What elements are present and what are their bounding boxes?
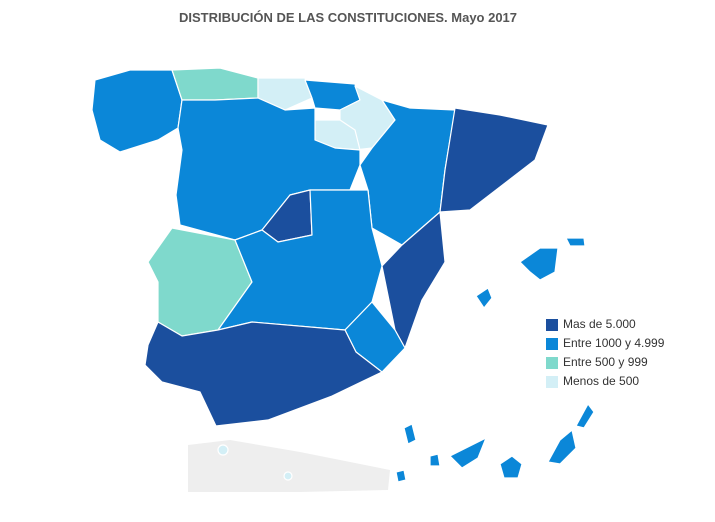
region: [403, 423, 417, 445]
region: [91, 69, 183, 153]
legend-swatch: [546, 319, 558, 331]
region: [439, 107, 549, 213]
legend-label: Entre 500 y 999: [563, 355, 648, 369]
map-title: DISTRIBUCIÓN DE LAS CONSTITUCIONES. Mayo…: [179, 10, 517, 25]
regions: [91, 67, 595, 483]
legend: Mas de 5.000 Entre 1000 y 4.999 Entre 500 …: [546, 317, 665, 388]
region: [359, 99, 456, 246]
region: [429, 453, 441, 467]
region: [575, 403, 595, 429]
legend-swatch: [546, 376, 558, 388]
north-africa: [188, 440, 390, 492]
region: [257, 77, 313, 111]
region: [449, 437, 487, 469]
region: [381, 211, 446, 349]
legend-label: Entre 1000 y 4.999: [563, 336, 665, 350]
region: [547, 429, 577, 465]
region: [565, 237, 586, 247]
region: [144, 321, 383, 427]
legend-swatch: [546, 338, 558, 350]
region: [171, 67, 259, 101]
region: [499, 455, 523, 479]
legend-label: Mas de 5.000: [563, 317, 636, 331]
region: [519, 247, 559, 281]
region: [475, 287, 493, 309]
region: [283, 471, 293, 481]
legend-swatch: [546, 357, 558, 369]
region: [395, 469, 407, 483]
legend-label: Menos de 500: [563, 374, 639, 388]
region: [217, 444, 229, 456]
